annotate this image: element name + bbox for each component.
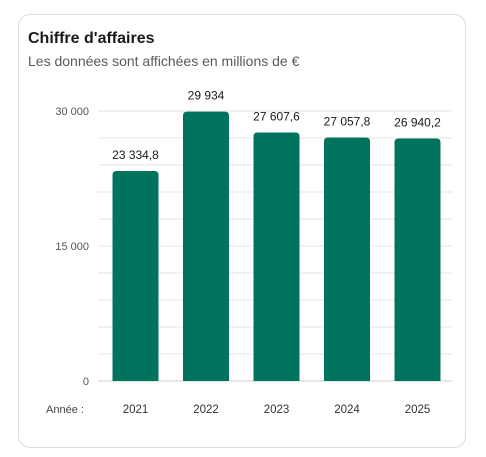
x-tick-label-2021: 2021	[123, 404, 149, 416]
x-tick-label-2023: 2023	[264, 404, 290, 416]
chart-card	[18, 14, 466, 448]
chart-title: Chiffre d'affaires	[28, 30, 155, 47]
x-axis-ticks: Année : 2021 2022 2023 2024 2025	[46, 404, 430, 416]
y-tick-label: 15 000	[55, 241, 89, 253]
x-tick-label-2022: 2022	[193, 404, 219, 416]
bar-2023	[253, 132, 300, 381]
x-tick-label-2025: 2025	[405, 404, 431, 416]
data-label-2023: 27 607,6	[253, 110, 300, 124]
y-tick-label: 30 000	[55, 106, 89, 118]
data-labels: 23 334,8 29 934 27 607,6 27 057,8 26 940,2	[112, 89, 441, 162]
y-tick-label: 0	[83, 376, 89, 388]
bar-2024	[324, 137, 370, 381]
x-axis-prefix: Année :	[46, 404, 84, 416]
bar-2022	[183, 111, 229, 382]
data-label-2021: 23 334,8	[112, 148, 159, 162]
chart-subtitle: Les données sont affichées en millions d…	[28, 53, 300, 69]
y-axis-ticks: 0 15 000 30 000	[55, 106, 89, 388]
data-label-2024: 27 057,8	[324, 114, 371, 128]
data-label-2022: 29 934	[188, 89, 225, 103]
x-tick-label-2024: 2024	[334, 404, 360, 416]
bar-2021	[112, 170, 159, 381]
bars	[112, 111, 441, 382]
data-label-2025: 26 940,2	[394, 116, 441, 130]
bar-2025	[394, 138, 441, 381]
